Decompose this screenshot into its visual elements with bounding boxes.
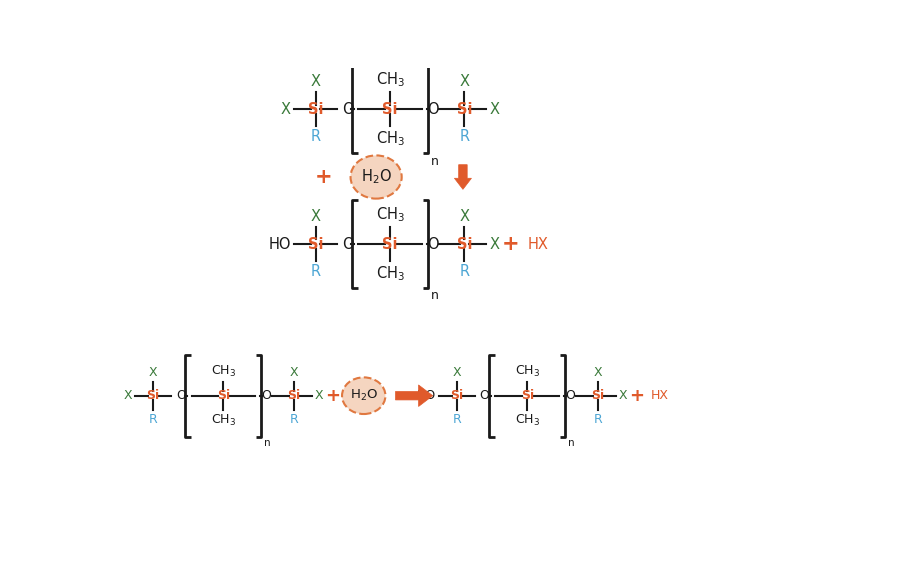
- Text: Si: Si: [457, 236, 472, 252]
- Text: CH$_3$: CH$_3$: [376, 205, 405, 224]
- Text: X: X: [123, 389, 132, 402]
- Text: +: +: [325, 387, 340, 405]
- Text: +: +: [314, 167, 332, 187]
- Text: R: R: [452, 413, 461, 426]
- Text: O: O: [341, 102, 353, 117]
- Text: +: +: [502, 234, 519, 254]
- Text: R: R: [289, 413, 298, 426]
- Text: X: X: [311, 209, 321, 224]
- Text: Si: Si: [146, 389, 159, 402]
- Text: R: R: [460, 264, 469, 279]
- Text: +: +: [629, 387, 644, 405]
- Text: CH$_3$: CH$_3$: [211, 413, 236, 428]
- Text: X: X: [489, 102, 499, 117]
- Text: Si: Si: [382, 236, 398, 252]
- Text: X: X: [452, 366, 461, 379]
- Text: X: X: [315, 389, 323, 402]
- Ellipse shape: [342, 377, 386, 414]
- Text: H$_2$O: H$_2$O: [360, 168, 392, 186]
- Text: X: X: [460, 74, 469, 89]
- Text: Si: Si: [287, 389, 301, 402]
- Polygon shape: [396, 385, 432, 407]
- Text: O: O: [427, 102, 439, 117]
- Text: HX: HX: [651, 389, 669, 402]
- Text: Si: Si: [308, 236, 323, 252]
- Text: R: R: [149, 413, 158, 426]
- Text: HX: HX: [527, 236, 548, 252]
- Text: n: n: [431, 155, 438, 168]
- Text: X: X: [460, 209, 469, 224]
- Text: O: O: [479, 389, 489, 402]
- Text: Si: Si: [521, 389, 533, 402]
- Text: X: X: [281, 102, 291, 117]
- Text: CH$_3$: CH$_3$: [376, 264, 405, 283]
- Text: Si: Si: [591, 389, 605, 402]
- Text: H$_2$O: H$_2$O: [350, 388, 378, 403]
- Text: n: n: [431, 289, 438, 302]
- Text: HO: HO: [268, 236, 291, 252]
- Text: CH$_3$: CH$_3$: [514, 413, 540, 428]
- Text: O: O: [176, 389, 186, 402]
- Text: X: X: [149, 366, 158, 379]
- Text: O: O: [341, 236, 353, 252]
- Text: Si: Si: [308, 102, 323, 117]
- Text: CH$_3$: CH$_3$: [514, 364, 540, 379]
- Text: R: R: [594, 413, 602, 426]
- Text: R: R: [311, 264, 321, 279]
- Text: X: X: [594, 366, 602, 379]
- Text: R: R: [460, 129, 469, 144]
- Text: CH$_3$: CH$_3$: [376, 70, 405, 89]
- Text: X: X: [619, 389, 627, 402]
- Text: X: X: [289, 366, 298, 379]
- Text: O: O: [427, 236, 439, 252]
- Text: O: O: [261, 389, 271, 402]
- Text: X: X: [311, 74, 321, 89]
- Text: n: n: [264, 438, 270, 448]
- Text: Si: Si: [217, 389, 230, 402]
- Text: R: R: [311, 129, 321, 144]
- Polygon shape: [454, 165, 471, 190]
- Text: CH$_3$: CH$_3$: [376, 129, 405, 148]
- Text: n: n: [568, 438, 574, 448]
- Text: Si: Si: [382, 102, 398, 117]
- Text: O: O: [565, 389, 575, 402]
- Text: Si: Si: [450, 389, 463, 402]
- Text: X: X: [489, 236, 499, 252]
- Text: CH$_3$: CH$_3$: [211, 364, 236, 379]
- Ellipse shape: [350, 156, 402, 199]
- Text: HO: HO: [416, 389, 436, 402]
- Text: Si: Si: [457, 102, 472, 117]
